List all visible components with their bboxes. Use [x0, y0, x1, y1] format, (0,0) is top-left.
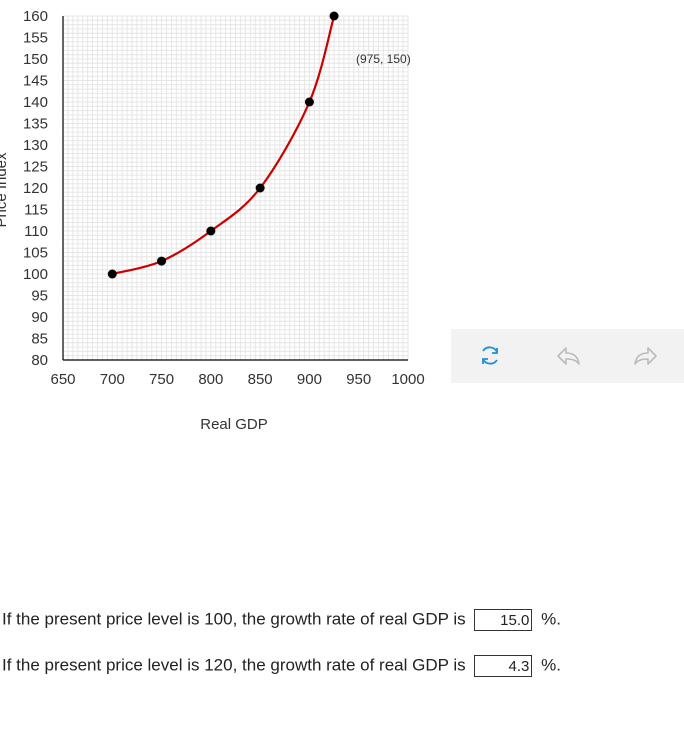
- y-tick-label: 95: [31, 288, 48, 305]
- x-tick-label: 700: [100, 371, 125, 388]
- annotation-layer: (975, 150): [356, 52, 411, 66]
- x-tick-labels: 650 700 750 800 850 900 950 1000: [50, 371, 424, 388]
- x-tick-label: 650: [50, 371, 75, 388]
- x-tick-label: 800: [198, 371, 223, 388]
- y-tick-label: 110: [24, 223, 48, 240]
- question-1-text: If the present price level is 100, the g…: [2, 609, 466, 629]
- y-tick-label: 120: [23, 180, 48, 197]
- y-tick-label: 155: [23, 30, 48, 47]
- redo-button[interactable]: [607, 329, 684, 383]
- question-2-unit: %.: [541, 655, 561, 675]
- y-axis-label: Price Index: [0, 152, 10, 228]
- question-1-unit: %.: [541, 609, 561, 629]
- y-tick-label: 130: [23, 137, 48, 154]
- y-tick-labels: 80 85 90 95 100 105 110 115 120 125 130 135 140 145 15…: [23, 8, 48, 369]
- y-tick-label: 80: [31, 352, 48, 369]
- y-tick-label: 160: [23, 8, 48, 25]
- question-1: If the present price level is 100, the g…: [2, 609, 561, 631]
- y-tick-label: 145: [23, 73, 48, 90]
- y-tick-label: 115: [24, 202, 48, 219]
- question-2: If the present price level is 120, the g…: [2, 655, 561, 677]
- grid-layer: [62, 15, 409, 361]
- axes: [62, 16, 408, 361]
- point-layer[interactable]: [107, 11, 339, 279]
- undo-button[interactable]: [529, 329, 606, 383]
- x-axis-label: Real GDP: [200, 416, 268, 433]
- y-tick-label: 135: [23, 116, 48, 133]
- y-tick-label: 105: [23, 245, 48, 262]
- y-tick-label: 100: [23, 266, 48, 283]
- data-point[interactable]: [107, 269, 117, 279]
- x-tick-label: 900: [297, 371, 322, 388]
- price-index-chart[interactable]: 80 85 90 95 100 105 110 115 120 125 130 135 140 145 15…: [0, 0, 684, 440]
- data-point[interactable]: [255, 183, 265, 193]
- undo-icon: [556, 347, 580, 365]
- data-point[interactable]: [157, 256, 167, 266]
- answer-2-input[interactable]: 4.3: [474, 655, 533, 677]
- redo-icon: [633, 347, 657, 365]
- reset-button[interactable]: [451, 329, 528, 383]
- x-tick-label: 850: [248, 371, 273, 388]
- y-tick-label: 90: [31, 309, 48, 326]
- data-point[interactable]: [329, 11, 339, 21]
- y-tick-label: 85: [31, 331, 48, 348]
- question-2-text: If the present price level is 120, the g…: [2, 655, 466, 675]
- point-annotation: (975, 150): [356, 52, 411, 66]
- y-tick-label: 150: [23, 51, 48, 68]
- x-tick-label: 950: [346, 371, 371, 388]
- x-tick-label: 750: [149, 371, 174, 388]
- reset-icon: [481, 346, 498, 365]
- data-point[interactable]: [206, 226, 216, 236]
- graph-toolbar: [451, 329, 684, 383]
- y-tick-label: 125: [23, 159, 48, 176]
- data-point[interactable]: [304, 97, 314, 107]
- answer-1-input[interactable]: 15.0: [474, 609, 533, 631]
- x-tick-label: 1000: [391, 371, 424, 388]
- y-tick-label: 140: [23, 94, 48, 111]
